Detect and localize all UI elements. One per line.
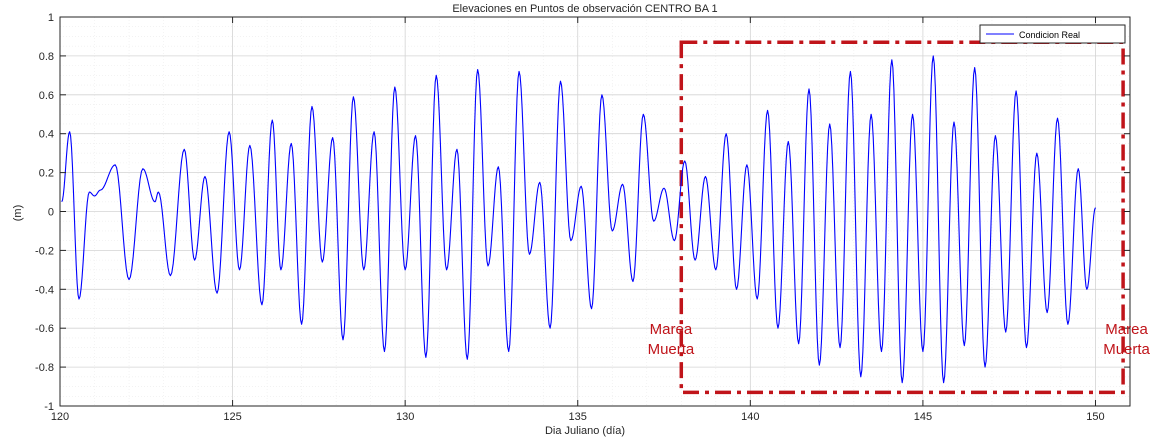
annotation-label: Muerta bbox=[648, 341, 695, 358]
y-tick-label: -0.2 bbox=[35, 245, 54, 257]
annotation-label: Marea bbox=[1105, 321, 1148, 338]
y-tick-label: -1 bbox=[44, 401, 54, 413]
y-tick-label: 0.2 bbox=[39, 168, 54, 180]
x-tick-label: 150 bbox=[1086, 411, 1104, 423]
legend: Condicion Real bbox=[980, 25, 1125, 43]
y-tick-label: 0 bbox=[48, 207, 54, 219]
y-tick-label: -0.8 bbox=[35, 362, 54, 374]
x-axis-label: Dia Juliano (día) bbox=[545, 425, 625, 437]
y-axis-label: (m) bbox=[12, 205, 24, 222]
y-tick-label: -0.4 bbox=[35, 284, 54, 296]
x-tick-label: 135 bbox=[569, 411, 587, 423]
legend-label: Condicion Real bbox=[1019, 30, 1080, 40]
x-tick-label: 145 bbox=[914, 411, 932, 423]
chart-title: Elevaciones en Puntos de observación CEN… bbox=[452, 3, 717, 15]
annotation-label: Marea bbox=[650, 321, 693, 338]
x-tick-label: 130 bbox=[396, 411, 414, 423]
annotation-label: Muerta bbox=[1103, 341, 1150, 358]
y-tick-label: -0.6 bbox=[35, 323, 54, 335]
y-tick-label: 0.6 bbox=[39, 90, 54, 102]
y-tick-label: 0.4 bbox=[39, 129, 54, 141]
y-tick-label: 1 bbox=[48, 12, 54, 24]
x-tick-label: 140 bbox=[741, 411, 759, 423]
x-tick-label: 125 bbox=[223, 411, 241, 423]
y-tick-label: 0.8 bbox=[39, 51, 54, 63]
